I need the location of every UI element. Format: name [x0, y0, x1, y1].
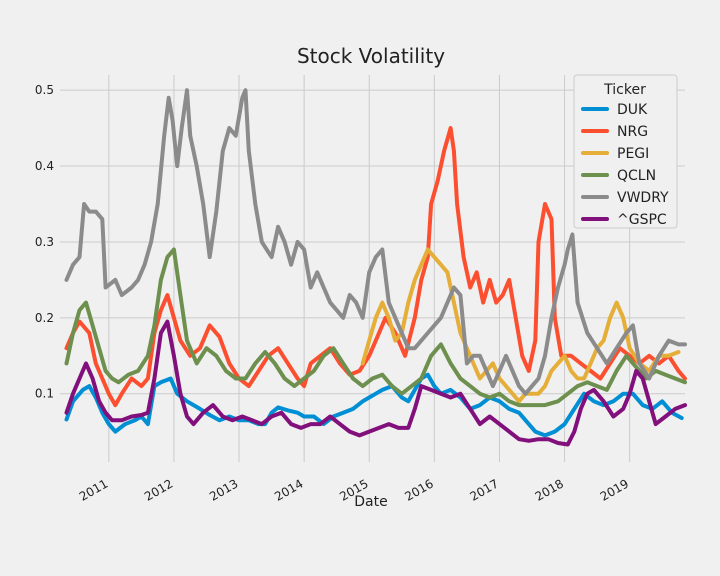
series-lines: [64, 88, 687, 447]
y-tick-label: 0.3: [35, 235, 54, 249]
y-tick-label: 0.5: [35, 83, 54, 97]
legend-label: QCLN: [617, 168, 656, 184]
legend: Ticker DUK NRG PEGI QCLN VWDRY ^GSPC: [573, 74, 678, 229]
series-line-pegi: [360, 247, 681, 404]
y-tick-labels: 0.1 0.2 0.3 0.4 0.5: [35, 83, 54, 401]
series-line-gspc: [64, 319, 687, 447]
legend-label: PEGI: [617, 146, 649, 162]
series-line-qcln: [64, 247, 687, 408]
y-tick-label: 0.1: [35, 387, 54, 401]
x-axis-label: Date: [354, 494, 387, 510]
legend-label: NRG: [617, 124, 648, 140]
legend-label: DUK: [617, 102, 648, 118]
legend-box: [573, 74, 678, 229]
y-tick-label: 0.2: [35, 311, 54, 325]
legend-title: Ticker: [603, 82, 646, 98]
y-tick-label: 0.4: [35, 159, 54, 173]
legend-label: VWDRY: [617, 190, 669, 206]
legend-label: ^GSPC: [617, 212, 667, 228]
chart-title: Stock Volatility: [297, 44, 445, 68]
legend-items: DUK NRG PEGI QCLN VWDRY ^GSPC: [581, 102, 669, 228]
series-line-vwdry: [64, 88, 687, 396]
series-line-nrg: [64, 126, 687, 408]
